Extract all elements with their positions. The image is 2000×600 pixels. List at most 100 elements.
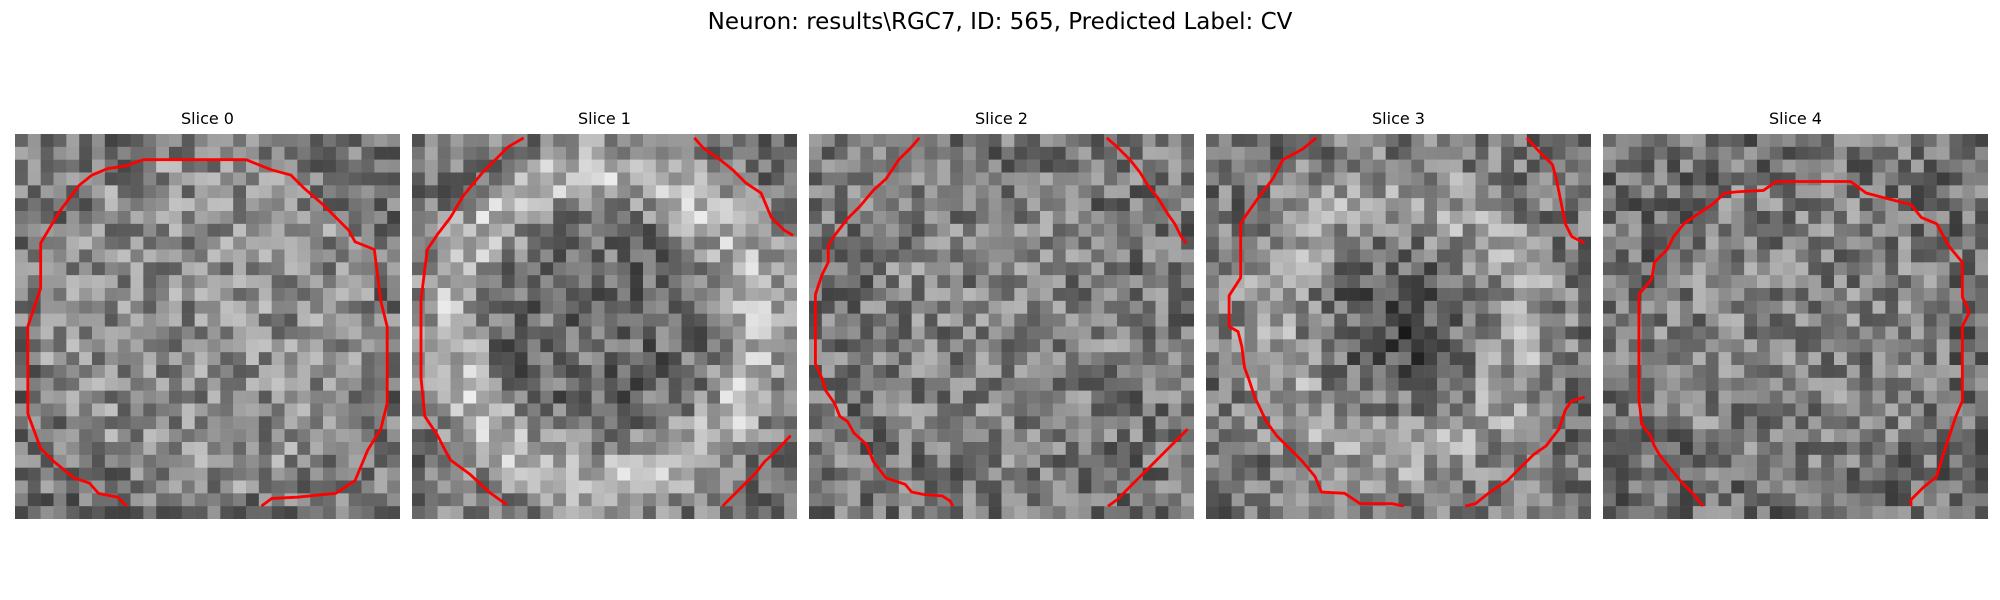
image-pixel	[1231, 352, 1245, 366]
image-pixel	[1488, 236, 1502, 250]
image-pixel	[1091, 480, 1105, 494]
image-pixel	[335, 442, 349, 456]
image-pixel	[1603, 416, 1617, 430]
image-pixel	[297, 262, 311, 276]
image-pixel	[297, 352, 311, 366]
image-pixel	[1615, 211, 1629, 225]
image-pixel	[476, 300, 490, 314]
image-pixel	[501, 429, 515, 443]
image-pixel	[758, 352, 772, 366]
image-pixel	[655, 313, 669, 327]
image-pixel	[501, 249, 515, 263]
image-pixel	[1526, 300, 1540, 314]
image-pixel	[1052, 339, 1066, 353]
image-pixel	[1615, 429, 1629, 443]
image-pixel	[1449, 236, 1463, 250]
image-pixel	[963, 403, 977, 417]
image-pixel	[1654, 146, 1668, 160]
image-pixel	[1654, 467, 1668, 481]
image-pixel	[1885, 454, 1899, 468]
image-pixel	[323, 365, 337, 379]
image-pixel	[975, 198, 989, 212]
image-pixel	[233, 454, 247, 468]
image-pixel	[898, 352, 912, 366]
image-pixel	[476, 390, 490, 404]
image-pixel	[1449, 288, 1463, 302]
image-pixel	[1603, 236, 1617, 250]
image-pixel	[873, 249, 887, 263]
image-pixel	[924, 442, 938, 456]
image-pixel	[924, 300, 938, 314]
image-pixel	[821, 429, 835, 443]
image-pixel	[707, 249, 721, 263]
image-pixel	[1321, 390, 1335, 404]
image-pixel	[53, 339, 67, 353]
image-pixel	[771, 493, 785, 507]
image-pixel	[1462, 467, 1476, 481]
image-pixel	[988, 198, 1002, 212]
image-pixel	[809, 429, 823, 443]
image-pixel	[194, 365, 208, 379]
image-pixel	[1667, 313, 1681, 327]
image-pixel	[1808, 416, 1822, 430]
image-pixel	[937, 313, 951, 327]
image-pixel	[181, 480, 195, 494]
image-pixel	[1808, 262, 1822, 276]
image-pixel	[450, 454, 464, 468]
image-pixel	[15, 236, 29, 250]
image-pixel	[1027, 390, 1041, 404]
image-pixel	[387, 326, 400, 340]
image-pixel	[1014, 352, 1028, 366]
image-pixel	[1795, 300, 1809, 314]
image-pixel	[1641, 390, 1655, 404]
image-pixel	[1398, 442, 1412, 456]
image-pixel	[1898, 339, 1912, 353]
image-pixel	[950, 429, 964, 443]
image-pixel	[476, 223, 490, 237]
image-pixel	[284, 249, 298, 263]
image-pixel	[130, 352, 144, 366]
image-pixel	[784, 249, 797, 263]
image-pixel	[1052, 365, 1066, 379]
image-pixel	[156, 262, 170, 276]
image-pixel	[681, 236, 695, 250]
image-pixel	[1078, 288, 1092, 302]
image-pixel	[540, 480, 554, 494]
image-pixel	[1962, 288, 1976, 302]
image-pixel	[771, 262, 785, 276]
image-pixel	[732, 146, 746, 160]
image-pixel	[1501, 275, 1515, 289]
image-pixel	[1949, 467, 1963, 481]
image-pixel	[1155, 429, 1169, 443]
image-pixel	[1244, 185, 1258, 199]
image-pixel	[207, 416, 221, 430]
image-pixel	[1334, 313, 1348, 327]
image-pixel	[1501, 377, 1515, 391]
image-pixel	[1782, 365, 1796, 379]
image-pixel	[1680, 275, 1694, 289]
image-pixel	[27, 377, 41, 391]
image-pixel	[1411, 300, 1425, 314]
image-pixel	[1078, 365, 1092, 379]
image-pixel	[104, 416, 118, 430]
image-pixel	[668, 339, 682, 353]
image-pixel	[1501, 300, 1515, 314]
image-pixel	[1411, 249, 1425, 263]
image-pixel	[1603, 159, 1617, 173]
image-pixel	[681, 429, 695, 443]
image-pixel	[1859, 326, 1873, 340]
image-pixel	[1514, 365, 1528, 379]
image-pixel	[501, 313, 515, 327]
image-pixel	[873, 442, 887, 456]
image-pixel	[1975, 326, 1988, 340]
image-pixel	[27, 198, 41, 212]
image-pixel	[1846, 146, 1860, 160]
image-pixel	[1923, 403, 1937, 417]
image-pixel	[1641, 454, 1655, 468]
image-pixel	[1411, 467, 1425, 481]
image-pixel	[233, 134, 247, 148]
image-pixel	[1142, 442, 1156, 456]
image-pixel	[1347, 377, 1361, 391]
image-pixel	[1603, 454, 1617, 468]
image-pixel	[1360, 429, 1374, 443]
